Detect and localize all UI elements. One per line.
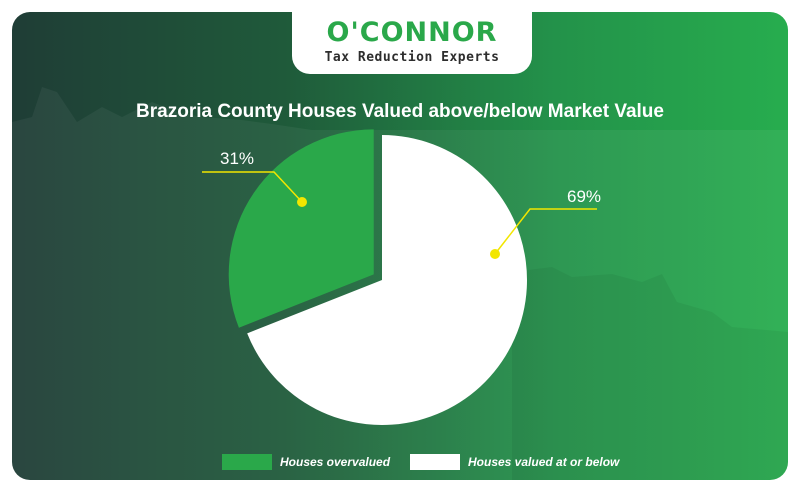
legend-label-overvalued: Houses overvalued [280,455,391,469]
pie-chart: 31% 69% [202,129,601,426]
legend-item-at-or-below: Houses valued at or below [410,453,619,471]
leader-line [494,208,597,255]
leader-line [202,171,303,203]
infographic-card: O'CONNOR Tax Reduction Experts Brazoria … [12,12,788,480]
legend-swatch-overvalued [222,454,272,470]
leader-dot [297,197,307,207]
pie-slice-overvalued [228,129,374,328]
pie-slice-at-or-below [247,135,527,426]
legend-item-overvalued: Houses overvalued [222,453,390,471]
leader-dot [490,249,500,259]
chart-title: Brazoria County Houses Valued above/belo… [136,101,664,122]
legend-label-at-or-below: Houses valued at or below [468,455,620,469]
data-label-overvalued: 31% [220,149,254,168]
brand-tagline: Tax Reduction Experts [324,50,500,65]
brand-name: O'CONNOR [326,17,498,48]
data-label-at-or-below: 69% [567,187,601,206]
logo: O'CONNOR Tax Reduction Experts [292,12,532,74]
legend-swatch-at-or-below [410,454,460,470]
